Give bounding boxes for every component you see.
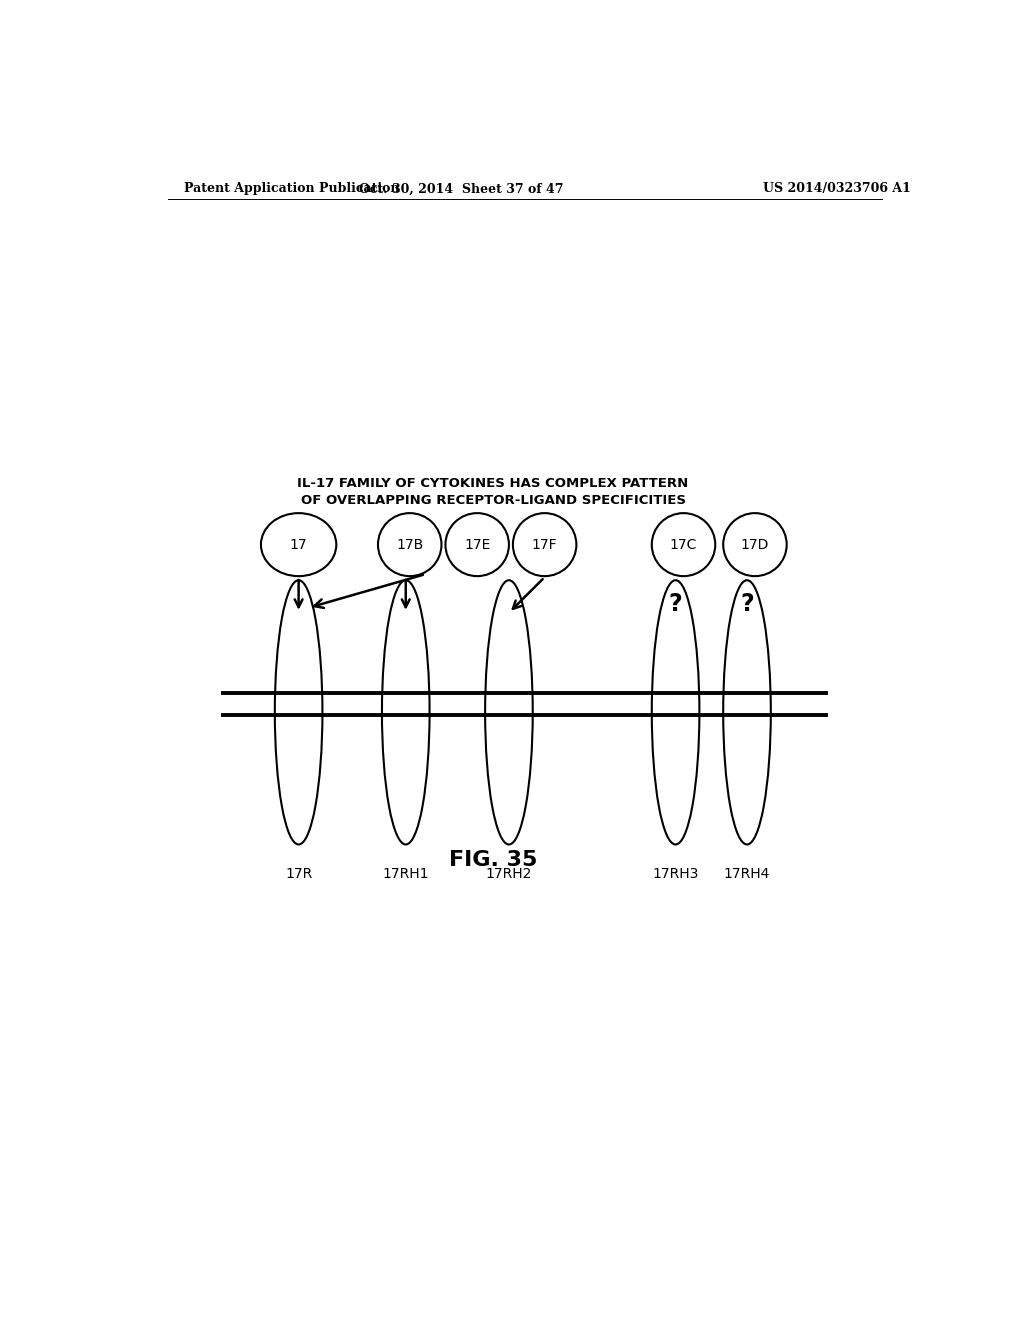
Text: 17RH1: 17RH1	[383, 867, 429, 880]
Text: OF OVERLAPPING RECEPTOR-LIGAND SPECIFICITIES: OF OVERLAPPING RECEPTOR-LIGAND SPECIFICI…	[301, 495, 685, 507]
Text: FIG. 35: FIG. 35	[449, 850, 538, 870]
Text: ?: ?	[740, 591, 754, 615]
Text: 17: 17	[290, 537, 307, 552]
Text: US 2014/0323706 A1: US 2014/0323706 A1	[763, 182, 910, 195]
Text: 17E: 17E	[464, 537, 490, 552]
Text: 17R: 17R	[285, 867, 312, 880]
Text: Patent Application Publication: Patent Application Publication	[183, 182, 399, 195]
Text: 17F: 17F	[531, 537, 557, 552]
Text: 17RH2: 17RH2	[485, 867, 532, 880]
Text: ?: ?	[669, 591, 682, 615]
Text: 17RH3: 17RH3	[652, 867, 698, 880]
Text: 17RH4: 17RH4	[724, 867, 770, 880]
Text: IL-17 FAMILY OF CYTOKINES HAS COMPLEX PATTERN: IL-17 FAMILY OF CYTOKINES HAS COMPLEX PA…	[297, 477, 689, 490]
Text: 17C: 17C	[670, 537, 697, 552]
Text: Oct. 30, 2014  Sheet 37 of 47: Oct. 30, 2014 Sheet 37 of 47	[359, 182, 563, 195]
Text: 17B: 17B	[396, 537, 423, 552]
Text: 17D: 17D	[740, 537, 769, 552]
